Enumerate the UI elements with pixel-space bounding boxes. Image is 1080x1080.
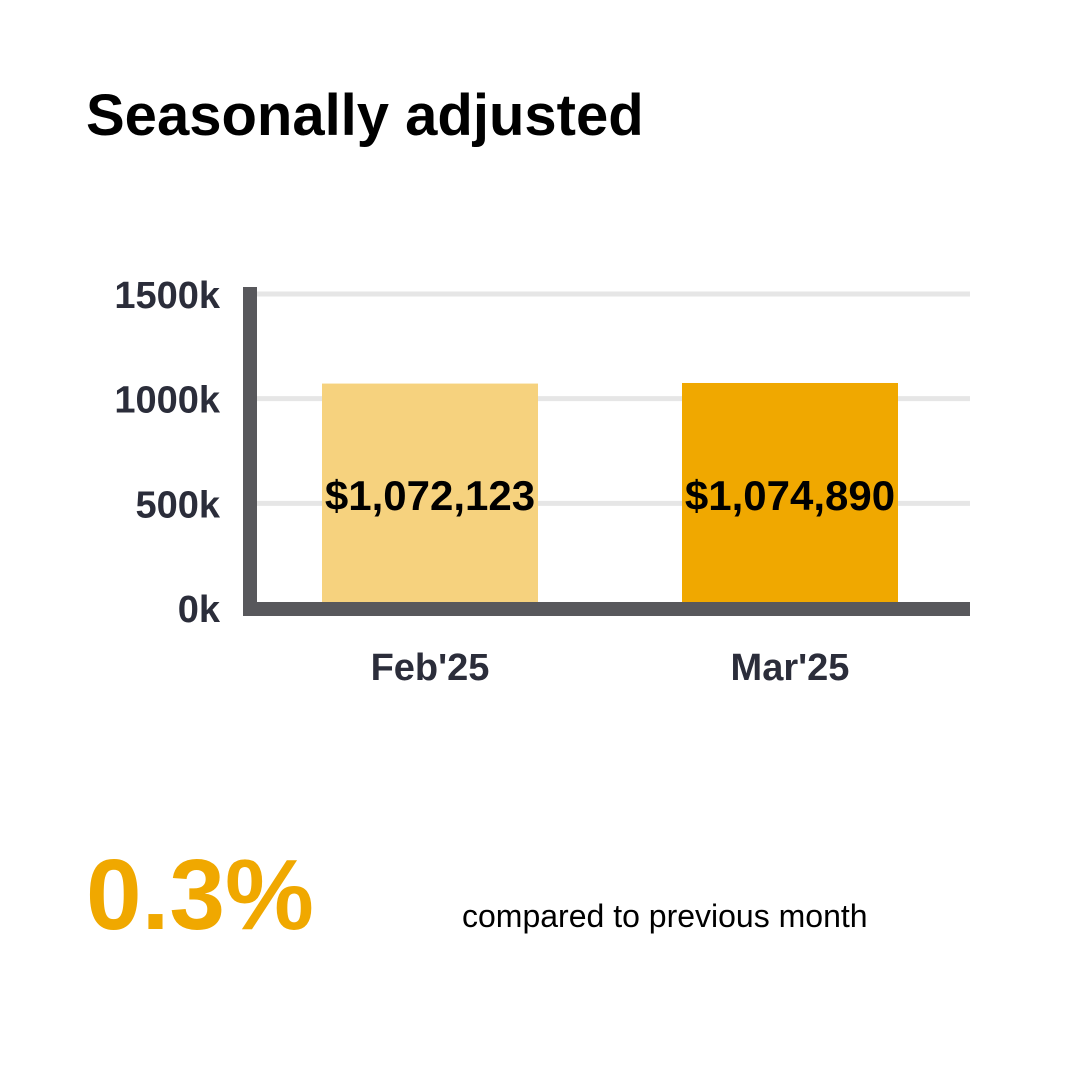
bar xyxy=(322,383,538,608)
x-tick-label: Feb'25 xyxy=(371,647,490,689)
data-label: $1,074,890 xyxy=(685,472,895,519)
change-percent: 0.3% xyxy=(86,839,314,951)
y-tick-label: 1500k xyxy=(114,275,221,317)
x-tick-label: Mar'25 xyxy=(731,647,850,689)
y-tick-label: 1000k xyxy=(114,380,221,422)
chart-title: Seasonally adjusted xyxy=(86,83,644,148)
y-tick-label: 500k xyxy=(135,484,220,526)
change-caption: compared to previous month xyxy=(462,898,868,934)
y-tick-label: 0k xyxy=(178,589,221,631)
bar xyxy=(682,382,898,608)
data-label: $1,072,123 xyxy=(325,472,535,519)
